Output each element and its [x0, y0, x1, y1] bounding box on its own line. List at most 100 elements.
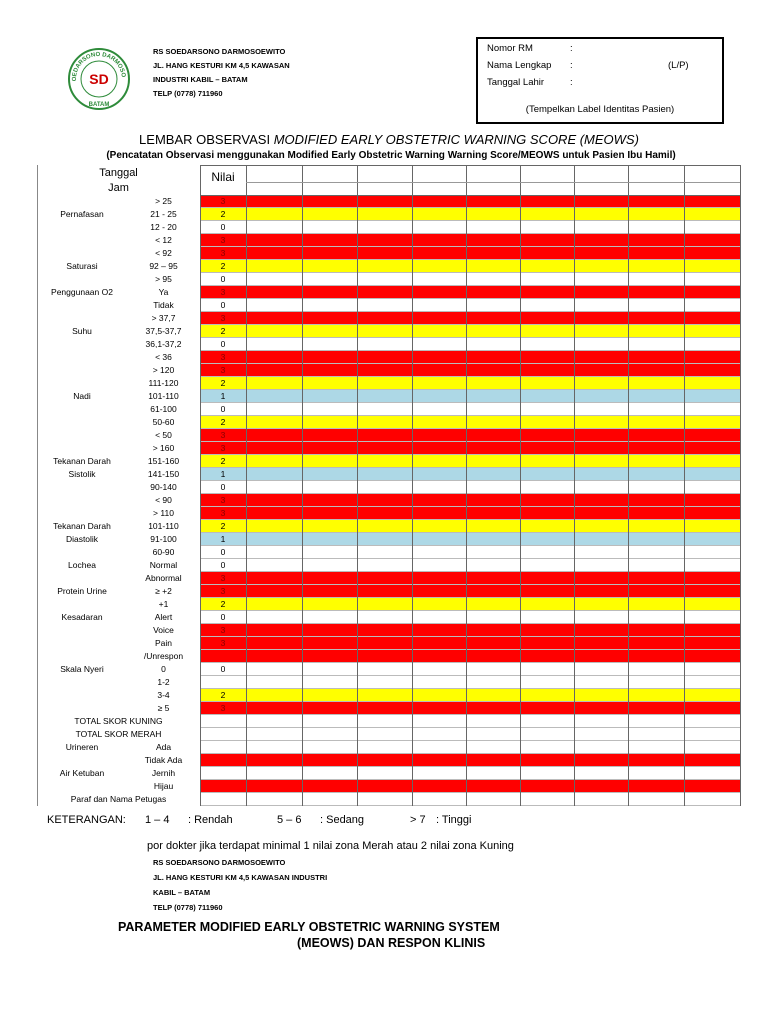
row-fill: [200, 221, 740, 234]
row-fill: [200, 247, 740, 260]
score: 3: [220, 573, 226, 583]
param: Suhu: [72, 326, 92, 336]
footer-title: (MEOWS) DAN RESPON KLINIS: [297, 936, 486, 950]
footer-line: RS SOEDARSONO DARMOSOEWITO: [153, 858, 286, 867]
range: 101-110: [148, 391, 179, 401]
param: Saturasi: [66, 261, 98, 271]
title: LEMBAR OBSERVASI MODIFIED EARLY OBSTETRI…: [0, 132, 768, 147]
rule: [37, 165, 38, 806]
range: > 120: [152, 365, 175, 375]
param: Skala Nyeri: [60, 664, 104, 674]
row-fill: [200, 572, 740, 585]
score: 0: [220, 300, 226, 310]
note: por dokter jika terdapat minimal 1 nilai…: [147, 840, 514, 852]
rule: [200, 165, 740, 166]
hospital-line: JL. HANG KESTURI KM 4,5 KAWASAN: [153, 61, 290, 70]
row-fill: [200, 702, 740, 715]
row-fill: [200, 559, 740, 572]
range: Pain: [154, 638, 172, 648]
footer-line: JL. HANG KESTURI KM 4,5 KAWASAN INDUSTRI: [153, 873, 328, 882]
row-fill: [200, 598, 740, 611]
row-fill: [200, 533, 740, 546]
row-fill: [200, 676, 740, 689]
param: Kesadaran: [61, 612, 103, 622]
range: 101-110: [148, 521, 179, 531]
grid-col: [412, 165, 413, 806]
range: 3-4: [157, 690, 170, 700]
row-fill: [200, 520, 740, 533]
param: Pernafasan: [60, 209, 104, 219]
range: Alert: [154, 612, 173, 622]
field-sep: :: [570, 43, 573, 54]
hospital-line: TELP (0778) 711960: [153, 89, 223, 98]
row-fill: [200, 663, 740, 676]
range: Ya: [158, 287, 169, 297]
score: 3: [220, 196, 226, 206]
range: 91-100: [150, 534, 177, 544]
patient-box: [476, 37, 724, 124]
score: 0: [220, 482, 226, 492]
row-fill: [200, 507, 740, 520]
score: 3: [220, 443, 226, 453]
score: 1: [220, 469, 226, 479]
row-fill: [200, 416, 740, 429]
range: 151-160: [147, 456, 180, 466]
field-extra: (L/P): [668, 60, 689, 71]
grid-col: [357, 165, 358, 806]
range: 141-150: [147, 469, 180, 479]
range: 36,1-37,2: [145, 339, 182, 349]
title-italic: MODIFIED EARLY OBSTETRIC WARNING SCORE (…: [273, 132, 639, 147]
grid-col: [246, 165, 247, 806]
score: 2: [220, 261, 226, 271]
score: 0: [220, 560, 226, 570]
range: Ada: [155, 742, 172, 752]
row-fill: [200, 312, 740, 325]
footer-title: PARAMETER MODIFIED EARLY OBSTETRIC WARNI…: [118, 920, 500, 934]
row-fill: [200, 442, 740, 455]
grid-col: [628, 165, 629, 806]
score: 2: [220, 521, 226, 531]
logo: R.S.SOEDARSONO DARMOSOEWITO SD BATAM: [66, 46, 130, 110]
legend-level: : Sedang: [320, 814, 365, 826]
score: 3: [220, 638, 226, 648]
score: 2: [220, 209, 226, 219]
grid-col: [200, 165, 201, 806]
field-sep: :: [570, 60, 573, 71]
range: Abnormal: [145, 573, 182, 583]
param: Protein Urine: [57, 586, 107, 596]
range: 92 – 95: [149, 261, 178, 271]
row-fill: [200, 299, 740, 312]
param: Sistolik: [68, 469, 96, 479]
legend-label: KETERANGAN:: [47, 814, 126, 826]
score: 2: [220, 326, 226, 336]
head-score: Nilai: [211, 170, 235, 184]
score: 3: [220, 495, 226, 505]
range: 37,5-37,7: [145, 326, 182, 336]
range: > 110: [153, 508, 174, 518]
score: 3: [220, 508, 226, 518]
score: 3: [220, 248, 226, 258]
summary: Paraf dan Nama Petugas: [70, 794, 167, 804]
row-fill: [200, 767, 740, 780]
param: Lochea: [68, 560, 96, 570]
score: 3: [220, 430, 226, 440]
score: 0: [220, 404, 226, 414]
row-fill: [200, 403, 740, 416]
legend-range: > 7: [410, 814, 426, 826]
row-fill: [200, 286, 740, 299]
range: Normal: [149, 560, 178, 570]
param: Penggunaan O2: [51, 287, 113, 297]
field-label: Nomor RM: [487, 43, 533, 54]
field-sep: :: [570, 77, 573, 88]
range: < 50: [155, 430, 172, 440]
range: < 92: [155, 248, 172, 258]
legend-level: : Tinggi: [436, 814, 472, 826]
field-label: Tanggal Lahir: [487, 77, 545, 88]
range: 61-100: [150, 404, 177, 414]
footer-line: KABIL – BATAM: [153, 888, 211, 897]
score: 0: [220, 222, 226, 232]
patient-note: (Tempelkan Label Identitas Pasien): [525, 104, 675, 115]
grid-col: [302, 165, 303, 806]
head-date: Tanggal: [99, 167, 138, 179]
score: 3: [220, 625, 226, 635]
